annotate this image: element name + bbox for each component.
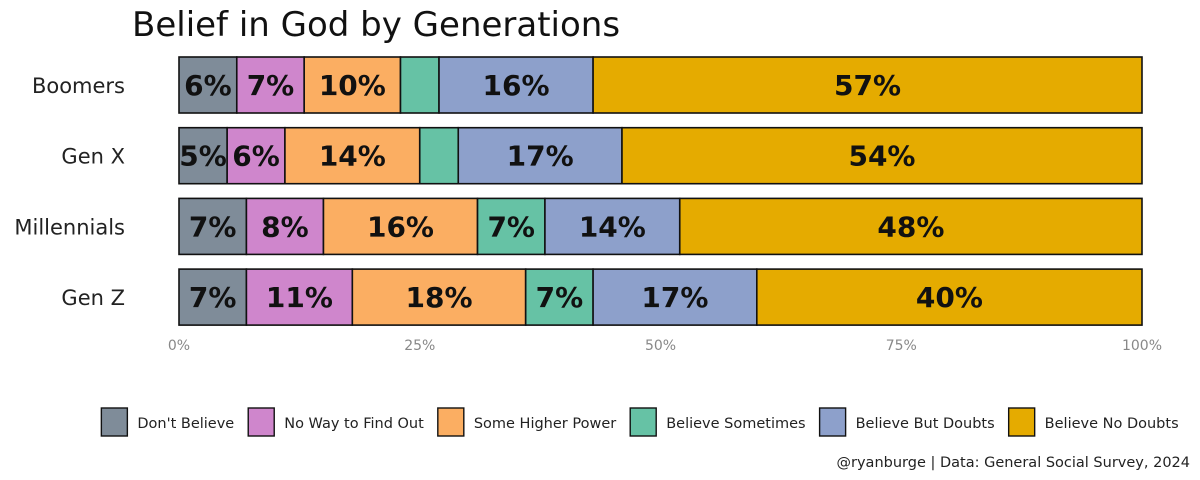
data-label-gen-x-believe-no-doubts: 54% — [848, 140, 915, 173]
legend-label-believe-but-doubts: Believe But Doubts — [856, 416, 995, 432]
legend-swatch-some-higher-power — [437, 407, 465, 437]
legend-label-believe-no-doubts: Believe No Doubts — [1045, 416, 1179, 432]
legend-swatch-no-way-to-find-out — [247, 407, 275, 437]
data-label-gen-z-some-higher-power: 18% — [405, 281, 472, 314]
bar-boomers-believe-sometimes — [399, 56, 440, 114]
bars-group: Boomers 6% 7% 10% 16% 57%Gen X 5% 6% 14% 17% 54%Mi… — [14, 56, 1143, 326]
category-label-gen-z: Gen Z — [61, 286, 125, 310]
legend-label-believe-sometimes: Believe Sometimes — [666, 416, 805, 432]
data-label-millennials-believe-sometimes: 7% — [487, 210, 535, 243]
bar-gen-x-believe-but-doubts — [457, 126, 623, 185]
legend-swatch-believe-sometimes — [629, 407, 657, 437]
bar-gen-z-no-way-to-find-out — [245, 268, 354, 326]
bar-gen-z-believe-but-doubts — [592, 268, 758, 326]
legend-label-don-t-believe: Don't Believe — [137, 416, 234, 432]
x-tick-label: 50% — [645, 338, 676, 354]
data-label-gen-z-believe-but-doubts: 17% — [641, 281, 708, 314]
x-tick-label: 100% — [1122, 338, 1162, 354]
bar-gen-z-don-t-believe — [178, 268, 248, 326]
x-tick-label: 25% — [404, 338, 435, 354]
bar-gen-z-some-higher-power — [351, 268, 527, 326]
bar-millennials-believe-no-doubts — [678, 197, 1143, 256]
category-label-gen-x: Gen X — [61, 145, 125, 169]
data-label-boomers-believe-no-doubts: 57% — [834, 69, 901, 102]
chart-caption: @ryanburge | Data: General Social Survey… — [837, 455, 1190, 471]
data-label-boomers-no-way-to-find-out: 7% — [247, 69, 295, 102]
data-label-gen-z-believe-sometimes: 7% — [536, 281, 584, 314]
category-label-millennials: Millennials — [14, 215, 125, 239]
category-label-boomers: Boomers — [32, 74, 125, 98]
data-label-boomers-don-t-believe: 6% — [184, 69, 232, 102]
x-tick-label: 75% — [886, 338, 917, 354]
bar-millennials-believe-sometimes — [476, 197, 546, 256]
legend-swatch-believe-but-doubts — [818, 407, 847, 437]
bar-gen-x-some-higher-power — [284, 126, 421, 185]
bar-gen-x-no-way-to-find-out — [226, 126, 286, 185]
data-label-millennials-no-way-to-find-out: 8% — [261, 210, 309, 243]
bar-millennials-no-way-to-find-out — [245, 197, 325, 256]
data-label-boomers-some-higher-power: 10% — [319, 69, 386, 102]
data-label-millennials-believe-but-doubts: 14% — [579, 210, 646, 243]
bar-gen-z-believe-sometimes — [524, 268, 594, 326]
bar-boomers-believe-no-doubts — [592, 56, 1143, 114]
data-label-gen-x-believe-but-doubts: 17% — [507, 140, 574, 173]
bar-gen-x-don-t-believe — [178, 126, 228, 185]
legend-label-no-way-to-find-out: No Way to Find Out — [284, 416, 424, 432]
data-label-millennials-believe-no-doubts: 48% — [877, 210, 944, 243]
data-label-gen-x-some-higher-power: 14% — [319, 140, 386, 173]
data-label-boomers-believe-but-doubts: 16% — [483, 69, 550, 102]
data-label-millennials-some-higher-power: 16% — [367, 210, 434, 243]
bar-gen-z-believe-no-doubts — [755, 268, 1143, 326]
legend-label-some-higher-power: Some Higher Power — [474, 416, 616, 432]
chart-title: Belief in God by Generations — [132, 5, 620, 45]
bar-millennials-some-higher-power — [322, 197, 479, 256]
legend: Don't Believe No Way to Find Out Some High… — [100, 407, 1179, 437]
bar-boomers-some-higher-power — [303, 56, 402, 114]
legend-swatch-don-t-believe — [100, 407, 129, 437]
data-label-gen-z-no-way-to-find-out: 11% — [266, 281, 333, 314]
data-label-gen-x-don-t-believe: 5% — [179, 140, 227, 173]
data-label-gen-x-no-way-to-find-out: 6% — [232, 140, 280, 173]
bar-gen-x-believe-sometimes — [418, 126, 460, 185]
bar-boomers-don-t-believe — [178, 56, 238, 114]
legend-swatch-believe-no-doubts — [1007, 407, 1036, 437]
data-label-gen-z-don-t-believe: 7% — [189, 281, 237, 314]
x-axis-ticks: 0% 25% 50% 75% 100% — [168, 338, 1162, 354]
bar-gen-x-believe-no-doubts — [621, 126, 1143, 185]
data-label-gen-z-believe-no-doubts: 40% — [916, 281, 983, 314]
data-label-millennials-don-t-believe: 7% — [189, 210, 237, 243]
bar-boomers-no-way-to-find-out — [235, 56, 305, 114]
x-tick-label: 0% — [168, 338, 190, 354]
